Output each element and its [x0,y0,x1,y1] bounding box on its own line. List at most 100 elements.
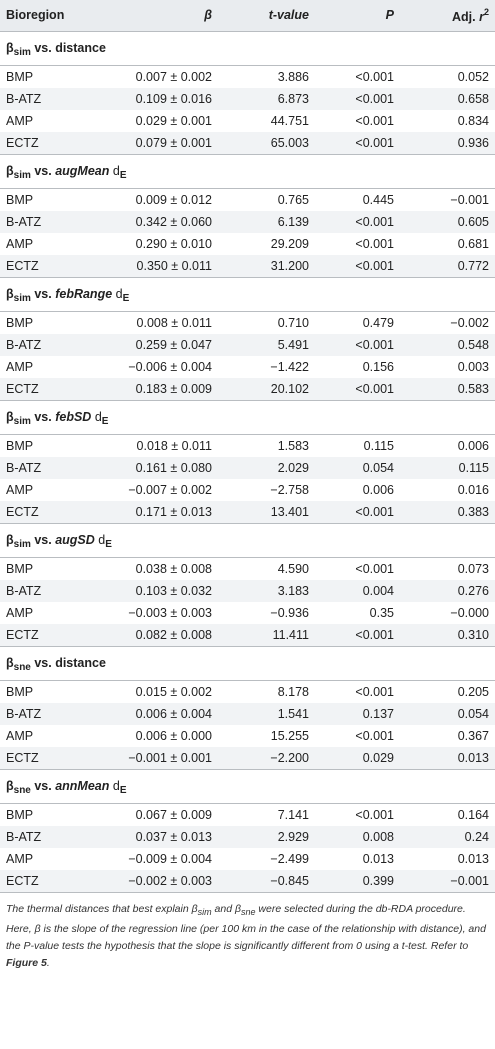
table-row: B-ATZ 0.006 ± 0.004 1.541 0.137 0.054 [0,702,495,725]
section-de-subscript: E [122,292,130,304]
cell-adj-r2: 0.24 [464,829,489,844]
table-row: BMP 0.038 ± 0.008 4.590 <0.001 0.073 [0,557,495,580]
cell-beta: 0.290 ± 0.010 [135,236,212,251]
section-metric: annMean [55,778,110,793]
cell-bioregion: AMP [6,728,34,743]
table-row: ECTZ 0.079 ± 0.001 65.003 <0.001 0.936 [0,131,495,154]
table-footnote: The thermal distances that best explain … [0,893,495,972]
cell-beta: 0.171 ± 0.013 [135,504,212,519]
cell-adj-r2: 0.658 [457,91,489,106]
figure-5-link[interactable]: Figure 5 [6,956,47,969]
cell-p-value: <0.001 [355,381,394,396]
cell-beta: 0.103 ± 0.032 [135,583,212,598]
cell-beta: −0.006 ± 0.004 [128,359,212,374]
cell-bioregion: B-ATZ [6,214,42,229]
cell-p-value: <0.001 [355,337,394,352]
cell-t-value: 13.401 [270,504,309,519]
header-p-label: P [385,8,394,23]
cell-bioregion: BMP [6,438,34,453]
cell-beta: −0.007 ± 0.002 [128,482,212,497]
cell-p-value: <0.001 [355,561,394,576]
cell-t-value: −2.499 [270,851,309,866]
table-container: Bioregion β t-value P Adj. r2 βsim vs. d… [0,0,495,972]
cell-t-value: 31.200 [270,258,309,273]
section-title: βsim vs. distance [0,31,495,66]
section-title: βsim vs. augMean dE [0,153,495,189]
footnote-text-3: were selected during the db-RDA procedur… [6,902,486,952]
cell-p-value: 0.399 [315,869,400,893]
cell-bioregion: AMP [6,605,34,620]
table-row: BMP 0.015 ± 0.002 8.178 <0.001 0.205 [0,680,495,703]
table-row: AMP 0.006 ± 0.000 15.255 <0.001 0.367 [0,725,495,747]
cell-beta: 0.018 ± 0.011 [136,438,212,453]
table-row: BMP 0.067 ± 0.009 7.141 <0.001 0.164 [0,803,495,826]
section-header-row: βsne vs. distance [0,645,495,681]
cell-adj-r2: 0.834 [457,113,489,128]
cell-adj-r2: 0.013 [457,851,489,866]
cell-bioregion: BMP [6,69,34,84]
header-adj-r2: Adj. r2 [400,0,495,32]
section-de-label: d [112,778,120,793]
table-row: BMP 0.009 ± 0.012 0.765 0.445 −0.001 [0,188,495,211]
section-beta-subscript: sim [13,415,31,427]
table-row: ECTZ 0.171 ± 0.013 13.401 <0.001 0.383 [0,500,495,523]
cell-beta: −0.009 ± 0.004 [128,851,212,866]
cell-bioregion: AMP [6,236,34,251]
cell-beta: 0.006 ± 0.000 [135,728,212,743]
cell-bioregion: ECTZ [0,869,88,893]
cell-p-value: 0.008 [362,829,394,844]
cell-adj-r2: 0.006 [457,438,489,453]
table-row: ECTZ −0.001 ± 0.001 −2.200 0.029 0.013 [0,746,495,769]
cell-p-value: 0.029 [362,750,394,765]
regression-table: Bioregion β t-value P Adj. r2 βsim vs. d… [0,0,495,893]
cell-bioregion: B-ATZ [6,337,42,352]
cell-beta: −0.001 ± 0.001 [128,750,212,765]
table-row: BMP 0.008 ± 0.011 0.710 0.479 −0.002 [0,311,495,334]
cell-bioregion: BMP [6,192,34,207]
section-beta-symbol: β [6,40,14,55]
cell-bioregion: BMP [6,561,34,576]
cell-adj-r2: 0.016 [457,482,489,497]
cell-adj-r2: −0.002 [450,315,489,330]
cell-beta: 0.006 ± 0.004 [135,706,212,721]
cell-bioregion: ECTZ [6,627,39,642]
cell-t-value: 5.491 [277,337,309,352]
cell-adj-r2: 0.052 [457,69,489,84]
cell-t-value: 4.590 [277,561,309,576]
section-header-row: βsim vs. augSD dE [0,522,495,558]
cell-beta: 0.067 ± 0.009 [135,807,212,822]
header-bioregion: Bioregion [0,0,88,32]
cell-p-value: <0.001 [355,728,394,743]
section-de-label: d [112,163,120,178]
header-t-value-label: t-value [268,8,309,23]
cell-p-value: <0.001 [355,236,394,251]
table-row: AMP −0.009 ± 0.004 −2.499 0.013 0.013 [0,848,495,870]
cell-adj-r2: 0.605 [457,214,489,229]
section-title: βsim vs. febSD dE [0,399,495,435]
cell-p-value: 0.013 [362,851,394,866]
cell-t-value: 7.141 [277,807,309,822]
cell-beta: 0.037 ± 0.013 [135,829,212,844]
cell-adj-r2: 0.205 [457,684,489,699]
cell-beta: 0.038 ± 0.008 [135,561,212,576]
cell-t-value: 44.751 [270,113,309,128]
section-beta-symbol: β [6,409,14,424]
section-vs: vs. [30,655,56,670]
section-vs: vs. [30,409,56,424]
section-title: βsim vs. augSD dE [0,522,495,558]
table-header-row: Bioregion β t-value P Adj. r2 [0,0,495,32]
section-de-label: d [94,409,102,424]
cell-p-value: <0.001 [355,684,394,699]
cell-p-value: 0.137 [362,706,394,721]
cell-beta: 0.082 ± 0.008 [135,627,212,642]
cell-bioregion: ECTZ [6,135,39,150]
cell-p-value: 0.156 [362,359,394,374]
cell-p-value: 0.445 [362,192,394,207]
cell-adj-r2: −0.000 [450,605,489,620]
cell-bioregion: B-ATZ [6,829,42,844]
table-row: AMP −0.003 ± 0.003 −0.936 0.35 −0.000 [0,602,495,624]
cell-p-value: <0.001 [355,135,394,150]
table-row: ECTZ 0.183 ± 0.009 20.102 <0.001 0.583 [0,377,495,400]
cell-bioregion: AMP [6,113,34,128]
cell-adj-r2: 0.054 [457,706,489,721]
